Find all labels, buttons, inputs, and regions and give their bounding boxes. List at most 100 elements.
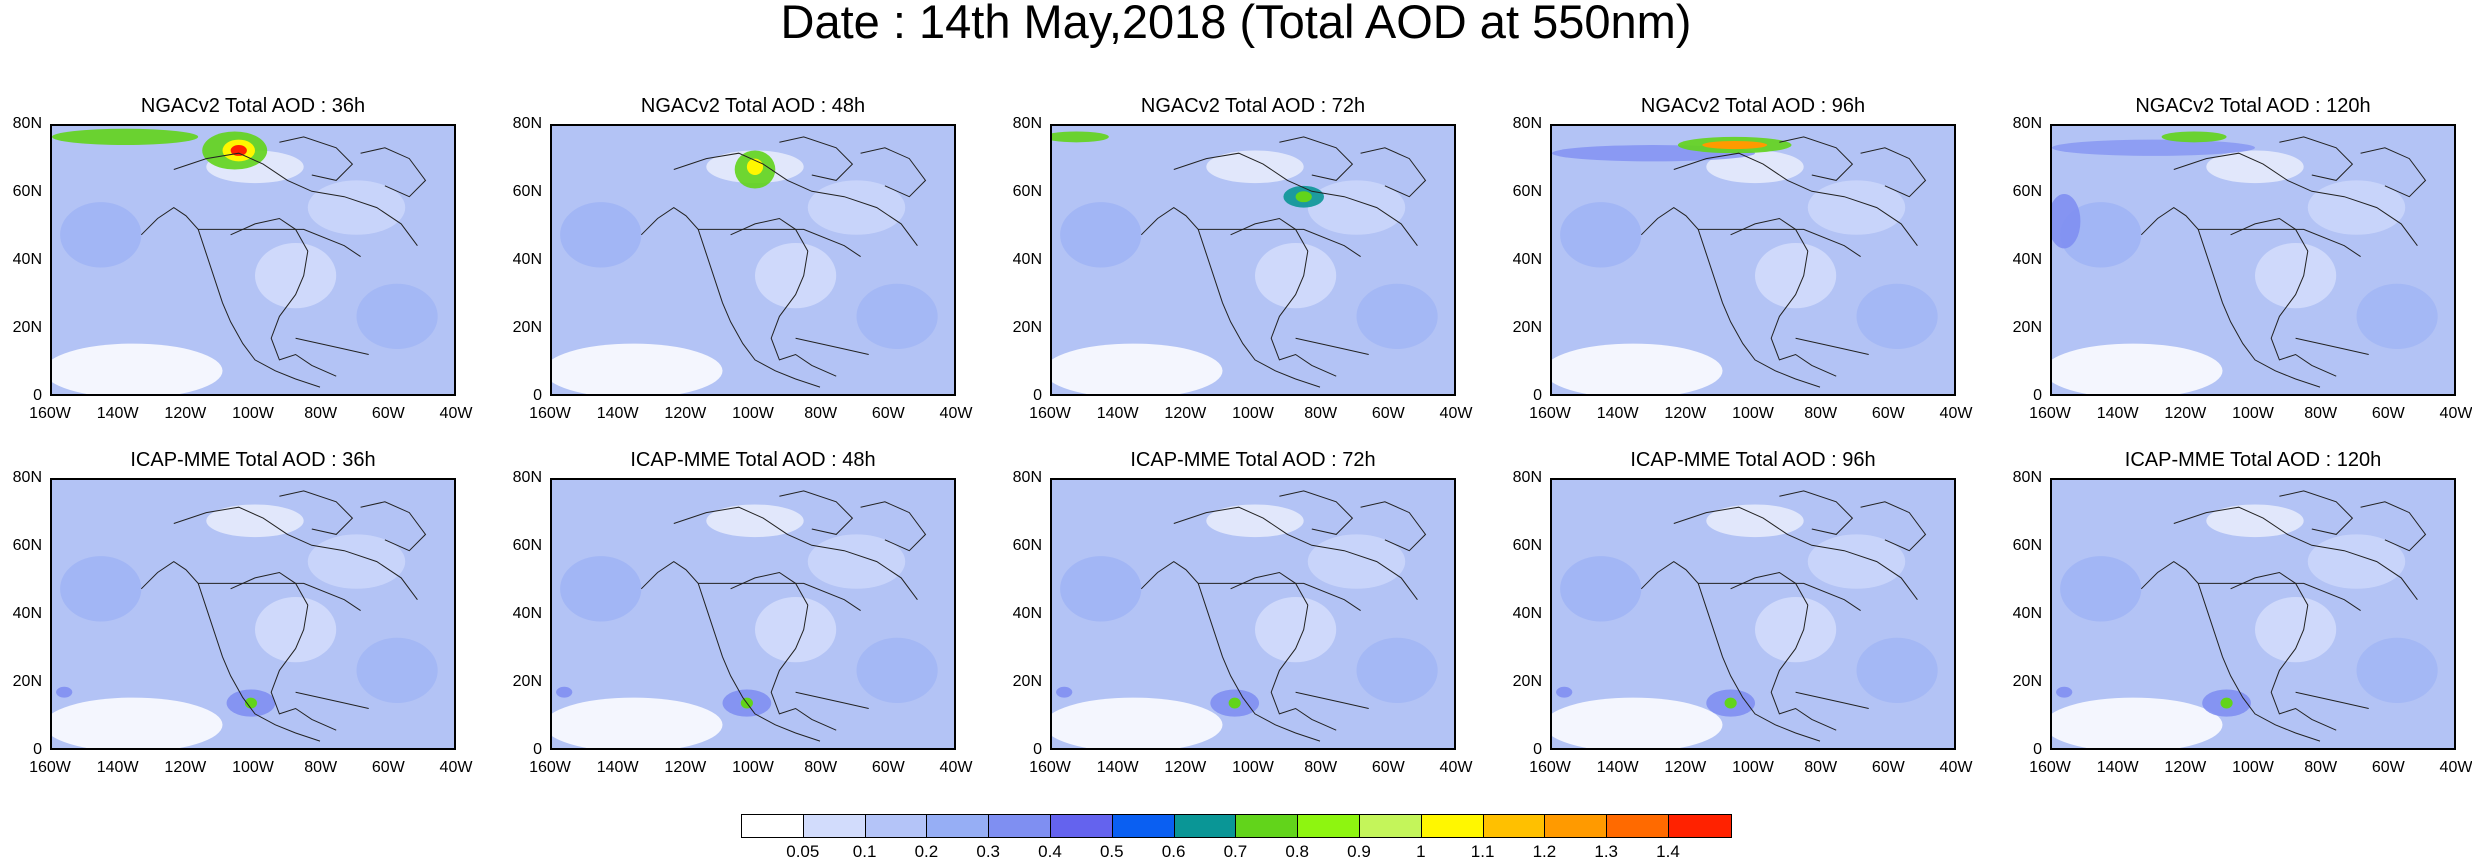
lat-tick-label: 0 — [2033, 741, 2042, 758]
lat-tick-label: 80N — [1512, 469, 1542, 486]
aod-shading-blob — [552, 697, 723, 748]
lon-tick-label: 140W — [1596, 759, 1639, 776]
lat-tick-label: 80N — [12, 115, 42, 132]
lat-tick-label: 40N — [2012, 251, 2042, 268]
lat-tick-label: 80N — [512, 469, 542, 486]
colorbar-box — [803, 815, 866, 837]
coastline — [1640, 206, 1821, 388]
aod-shading-blob — [2255, 242, 2337, 309]
lon-tick-label: 100W — [1732, 759, 1774, 776]
lat-tick-label: 80N — [12, 469, 42, 486]
colorbar-box — [1112, 815, 1175, 837]
aod-shading-blob — [1052, 343, 1223, 394]
coastline — [673, 152, 918, 246]
aod-shading-blob — [1255, 242, 1337, 309]
coastline — [1795, 691, 1869, 709]
lat-tick-label: 40N — [12, 605, 42, 622]
panel-title: NGACv2 Total AOD : 48h — [640, 95, 866, 117]
lat-tick-label: 20N — [2012, 673, 2042, 690]
lon-tick-label: 120W — [2164, 759, 2207, 776]
aod-shading-blob — [2206, 150, 2304, 184]
coastline — [2360, 147, 2427, 198]
map-panel: ICAP-MME Total AOD : 96h 80N 60N 40N 20N 0 160… — [1513, 449, 1973, 776]
coastline — [2198, 228, 2361, 258]
map-plot-area — [50, 478, 456, 750]
aod-shading-blob — [2206, 504, 2304, 538]
lon-tick-label: 40W — [939, 759, 973, 776]
colorbar-label: 0.6 — [1161, 842, 1186, 861]
lon-tick-label: 100W — [2232, 759, 2274, 776]
aod-shading-blob — [1560, 202, 1642, 268]
aod-map — [1052, 490, 1438, 748]
aod-shading-blob — [307, 180, 406, 235]
coastline — [2360, 501, 2427, 552]
panel-title: ICAP-MME Total AOD : 96h — [1630, 449, 1876, 471]
aod-shading-blob — [1807, 180, 1906, 235]
map-panel: ICAP-MME Total AOD : 72h 80N 60N 40N 20N 0 160… — [1013, 449, 1473, 776]
coastline — [730, 217, 837, 377]
aod-shading-blob — [255, 242, 337, 309]
coastline — [2230, 217, 2337, 377]
aod-shading-blob — [2052, 697, 2223, 748]
colorbar-label: 0.2 — [914, 842, 939, 861]
aod-shading-blob — [1307, 534, 1406, 589]
colorbar-box — [1298, 815, 1360, 837]
lat-tick-label: 0 — [33, 741, 42, 758]
lat-tick-label: 20N — [512, 673, 542, 690]
aod-shading-blob — [2052, 139, 2255, 156]
map-panel: ICAP-MME Total AOD : 48h 80N 60N 40N 20N 0 160… — [513, 449, 973, 776]
coastline — [140, 206, 321, 388]
lon-tick-label: 60W — [2371, 759, 2405, 776]
aod-shading-blob — [1228, 697, 1241, 709]
aod-shading-blob — [206, 504, 304, 538]
aod-shading-blob — [560, 556, 642, 622]
coastline — [279, 136, 354, 181]
lat-tick-label: 0 — [1533, 387, 1542, 404]
lat-tick-label: 80N — [2012, 469, 2042, 486]
aod-shading-blob — [2161, 131, 2227, 143]
coastline — [1730, 571, 1837, 731]
lon-tick-label: 80W — [1304, 759, 1338, 776]
lon-tick-label: 160W — [1529, 759, 1571, 776]
aod-map — [1552, 136, 1938, 394]
aod-shading-blob — [2060, 556, 2142, 622]
coastline — [295, 691, 369, 709]
lon-tick-label: 60W — [871, 759, 905, 776]
lon-tick-label: 160W — [1029, 405, 1071, 422]
lat-tick-label: 60N — [1012, 183, 1042, 200]
colorbar-label: 0.9 — [1347, 842, 1371, 861]
lon-tick-label: 80W — [2304, 759, 2338, 776]
panel-title: ICAP-MME Total AOD : 72h — [1130, 449, 1376, 471]
lon-tick-label: 120W — [2164, 405, 2207, 422]
lat-tick-label: 20N — [12, 673, 42, 690]
lon-tick-label: 140W — [596, 405, 639, 422]
aod-map — [52, 128, 438, 394]
coastline — [1140, 206, 1321, 388]
coastline — [173, 152, 418, 246]
aod-shading-blob — [746, 158, 764, 175]
coastline — [2198, 582, 2361, 612]
aod-shading-blob — [56, 686, 73, 698]
map-plot-area — [2050, 478, 2456, 750]
lat-tick-label: 80N — [1012, 469, 1042, 486]
coastline — [1360, 501, 1427, 552]
lon-tick-label: 140W — [1096, 405, 1139, 422]
lon-tick-label: 120W — [164, 405, 207, 422]
lon-tick-label: 100W — [2232, 405, 2274, 422]
lat-tick-label: 80N — [512, 115, 542, 132]
aod-shading-blob — [706, 504, 804, 538]
lon-tick-label: 80W — [804, 759, 838, 776]
aod-shading-blob — [1755, 596, 1837, 663]
coastline — [1279, 136, 1354, 181]
aod-shading-blob — [1552, 697, 1723, 748]
aod-shading-blob — [356, 637, 438, 704]
aod-map — [1052, 131, 1438, 394]
colorbar-label: 0.8 — [1285, 842, 1310, 861]
coastline — [1640, 560, 1821, 742]
lon-tick-label: 160W — [529, 405, 571, 422]
aod-shading-blob — [2356, 283, 2438, 350]
lon-tick-label: 100W — [232, 405, 274, 422]
coastline — [1698, 228, 1861, 258]
lat-tick-label: 60N — [512, 537, 542, 554]
lon-tick-label: 80W — [2304, 405, 2338, 422]
